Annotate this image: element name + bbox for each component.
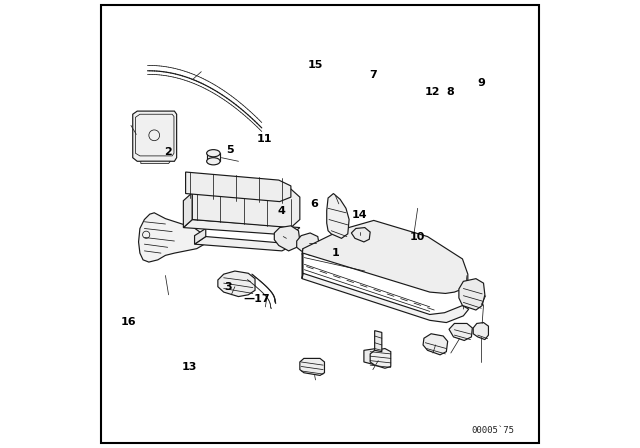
Polygon shape — [302, 220, 468, 293]
Polygon shape — [459, 279, 485, 310]
Polygon shape — [184, 193, 192, 228]
Text: 15: 15 — [308, 60, 323, 70]
Text: 5: 5 — [226, 145, 234, 155]
Polygon shape — [374, 331, 382, 352]
Text: 7: 7 — [369, 70, 377, 80]
Polygon shape — [141, 161, 170, 164]
Polygon shape — [423, 334, 448, 355]
Text: 11: 11 — [256, 134, 272, 144]
Polygon shape — [184, 220, 300, 235]
Polygon shape — [195, 228, 206, 244]
Polygon shape — [297, 233, 319, 255]
Ellipse shape — [207, 150, 220, 157]
Polygon shape — [275, 226, 300, 251]
Polygon shape — [192, 181, 300, 228]
Polygon shape — [186, 172, 291, 202]
Text: 14: 14 — [351, 210, 367, 220]
Text: 9: 9 — [477, 78, 485, 88]
Text: 13: 13 — [182, 362, 197, 372]
Text: —17: —17 — [244, 294, 271, 304]
Text: 10: 10 — [410, 233, 426, 242]
Polygon shape — [302, 273, 468, 323]
Polygon shape — [218, 271, 255, 297]
Polygon shape — [449, 323, 472, 340]
Text: 2: 2 — [164, 147, 172, 157]
Polygon shape — [132, 111, 177, 161]
Polygon shape — [195, 237, 296, 251]
Text: 16: 16 — [120, 317, 136, 327]
Text: 8: 8 — [446, 87, 454, 97]
Polygon shape — [300, 358, 324, 375]
Text: 12: 12 — [425, 87, 441, 97]
Text: 6: 6 — [310, 199, 319, 209]
Polygon shape — [302, 249, 303, 279]
Text: 00005`75: 00005`75 — [471, 426, 514, 435]
Text: 1: 1 — [332, 248, 340, 258]
Polygon shape — [351, 228, 370, 242]
Text: 3: 3 — [225, 282, 232, 292]
Polygon shape — [364, 349, 383, 365]
Polygon shape — [473, 323, 488, 340]
Polygon shape — [370, 349, 391, 368]
Polygon shape — [139, 213, 206, 262]
Ellipse shape — [207, 158, 220, 165]
Polygon shape — [327, 194, 349, 238]
Text: 4: 4 — [278, 206, 286, 215]
